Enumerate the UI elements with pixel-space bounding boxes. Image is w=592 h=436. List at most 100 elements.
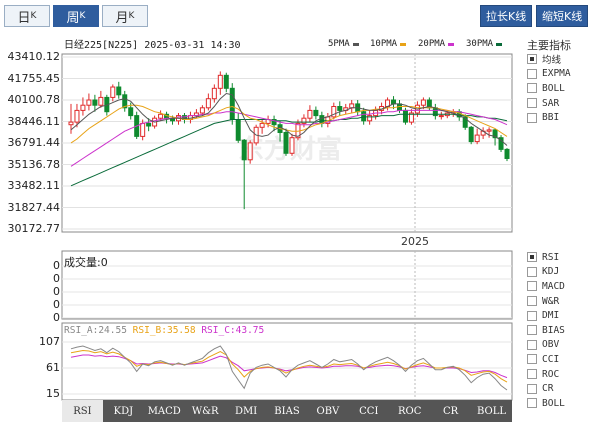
checkbox-icon xyxy=(527,54,537,65)
indicator-tab-obv[interactable]: OBV xyxy=(316,405,340,417)
rsi-tick-label: 61 xyxy=(46,361,60,374)
sub-indicator-option-label: OBV xyxy=(542,339,560,351)
volume-panel-frame xyxy=(61,250,513,320)
candle-up xyxy=(68,121,74,126)
candle-up xyxy=(74,109,80,123)
candle-down xyxy=(361,111,367,122)
indicator-tab-cr[interactable]: CR xyxy=(443,405,459,417)
ma30-swatch xyxy=(496,42,503,46)
candle-down xyxy=(229,87,235,121)
main-indicator-option-sar[interactable]: SAR xyxy=(527,96,571,111)
sub-indicator-option-rsi[interactable]: RSI xyxy=(527,250,565,265)
tab-sub: K xyxy=(79,11,86,21)
sub-indicator-option-kdj[interactable]: KDJ xyxy=(527,265,565,280)
sub-indicator-option-roc[interactable]: ROC xyxy=(527,367,565,382)
stretch-candles-button[interactable]: 拉长K线 xyxy=(480,5,533,27)
sub-indicator-list: RSI KDJ MACD W&R DMI BIAS OBV CCI ROC CR BOLL xyxy=(527,250,565,411)
checkbox-icon xyxy=(527,68,537,79)
price-tick-label: 31827.44 xyxy=(7,200,61,214)
indicator-tabs: RSI KDJ MACD W&R DMI BIAS OBV CCI ROC CR BOLL xyxy=(62,400,512,422)
checkbox-icon xyxy=(527,112,537,123)
checkbox-icon xyxy=(527,83,537,94)
candle-up xyxy=(367,115,373,122)
candle-up xyxy=(86,99,92,106)
sub-indicator-option-obv[interactable]: OBV xyxy=(527,338,565,353)
main-indicator-option-boll[interactable]: BOLL xyxy=(527,81,571,96)
main-indicator-option-expma[interactable]: EXPMA xyxy=(527,67,571,82)
price-tick-label: 40100.78 xyxy=(7,93,61,106)
tab-label: 日 xyxy=(17,10,31,26)
candle-down xyxy=(122,94,128,109)
main-indicator-list: 均线 EXPMA BOLL SAR BBI xyxy=(527,52,571,125)
rsi-a-line xyxy=(70,345,508,391)
sub-indicator-option-cr[interactable]: CR xyxy=(527,381,565,396)
price-tick-label: 43410.12 xyxy=(7,50,61,63)
candle-down xyxy=(223,74,229,89)
indicator-tab-roc[interactable]: ROC xyxy=(398,405,422,417)
indicator-tab-dmi[interactable]: DMI xyxy=(234,405,258,417)
checkbox-icon xyxy=(527,98,537,109)
sub-indicator-option-label: CCI xyxy=(542,353,560,365)
candle-down xyxy=(241,139,247,161)
tab-sub: K xyxy=(128,11,135,21)
indicator-tab-bias[interactable]: BIAS xyxy=(274,405,300,417)
indicator-tab-boll[interactable]: BOLL xyxy=(477,405,507,417)
price-tick-label: 41755.45 xyxy=(7,71,61,85)
candle-down xyxy=(235,119,241,141)
candle-up xyxy=(211,87,217,100)
main-indicator-option-[interactable]: 均线 xyxy=(527,52,571,67)
ma30-legend: 30PMA xyxy=(466,39,503,49)
ma20-swatch xyxy=(448,42,455,46)
candle-down xyxy=(92,99,98,106)
indicator-tab-kdj[interactable]: KDJ xyxy=(113,405,134,417)
checkbox-icon xyxy=(527,398,537,409)
shrink-candles-button[interactable]: 缩短K线 xyxy=(536,5,589,27)
candle-up xyxy=(349,103,355,109)
candle-up xyxy=(420,99,426,106)
candle-down xyxy=(468,126,474,143)
price-tick-label: 30172.77 xyxy=(7,222,61,235)
candle-down xyxy=(504,148,510,159)
header-time: 14:30 xyxy=(210,40,241,51)
main-indicator-option-label: BOLL xyxy=(542,82,565,94)
chart-header: 日经225[N225] 2025-03-31 14:30 xyxy=(64,36,241,51)
rsi-tick-label: 107 xyxy=(39,335,60,348)
candle-down xyxy=(271,119,277,126)
indicator-tab-rsi[interactable]: RSI xyxy=(62,400,103,422)
volume-tick-label: 0 xyxy=(53,311,60,324)
sub-indicator-option-cci[interactable]: CCI xyxy=(527,352,565,367)
volume-tick-label: 0 xyxy=(53,259,60,272)
price-tick-label: 38446.11 xyxy=(7,114,61,128)
sub-indicator-option-dmi[interactable]: DMI xyxy=(527,308,565,323)
candle-down xyxy=(498,137,504,150)
indicator-tab-cci[interactable]: CCI xyxy=(359,405,379,417)
candle-down xyxy=(313,109,319,117)
ma5-line xyxy=(70,92,508,146)
sub-indicator-option-label: ROC xyxy=(542,368,560,380)
candle-up xyxy=(307,109,313,119)
sub-indicator-option-macd[interactable]: MACD xyxy=(527,279,565,294)
main-indicator-option-label: EXPMA xyxy=(542,68,571,80)
sub-indicator-option-bias[interactable]: BIAS xyxy=(527,323,565,338)
tab-sub: K xyxy=(30,11,37,21)
sub-indicator-option-wr[interactable]: W&R xyxy=(527,294,565,309)
candle-down xyxy=(283,131,289,154)
main-indicator-option-label: BBI xyxy=(542,112,560,124)
ma10-legend: 10PMA xyxy=(370,39,407,49)
rsi-legend: RSI_A:24.55 RSI_B:35.58 RSI_C:43.75 xyxy=(64,325,264,336)
main-indicator-option-bbi[interactable]: BBI xyxy=(527,110,571,125)
candle-up xyxy=(80,104,86,111)
indicator-tab-wr[interactable]: W&R xyxy=(191,405,219,417)
tab-label: 月 xyxy=(115,10,129,26)
candle-up xyxy=(247,142,253,161)
volume-label: 成交量:0 xyxy=(64,256,108,269)
sub-indicator-option-boll[interactable]: BOLL xyxy=(527,396,565,411)
candle-up xyxy=(98,96,104,106)
sub-indicator-option-label: RSI xyxy=(542,251,560,263)
indicator-tab-macd[interactable]: MACD xyxy=(147,405,181,417)
checkbox-icon xyxy=(527,369,537,380)
